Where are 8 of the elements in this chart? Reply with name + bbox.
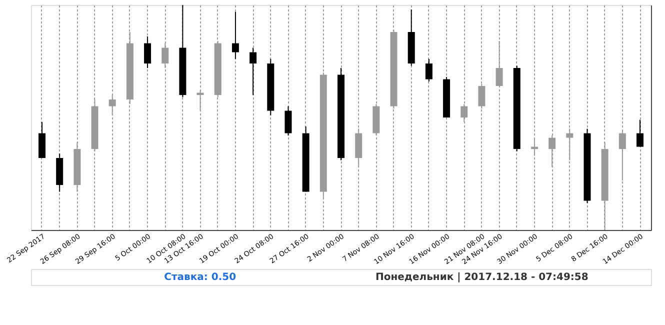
candlestick	[284, 106, 292, 136]
candlestick	[636, 119, 644, 148]
candlestick	[232, 11, 239, 60]
text: Понедельник | 2017.12.18 - 07:49:58	[375, 272, 588, 283]
candlestick	[425, 58, 432, 82]
candlestick	[144, 36, 152, 68]
candlestick	[250, 47, 257, 96]
text: Ставка: 0.50	[164, 272, 236, 283]
